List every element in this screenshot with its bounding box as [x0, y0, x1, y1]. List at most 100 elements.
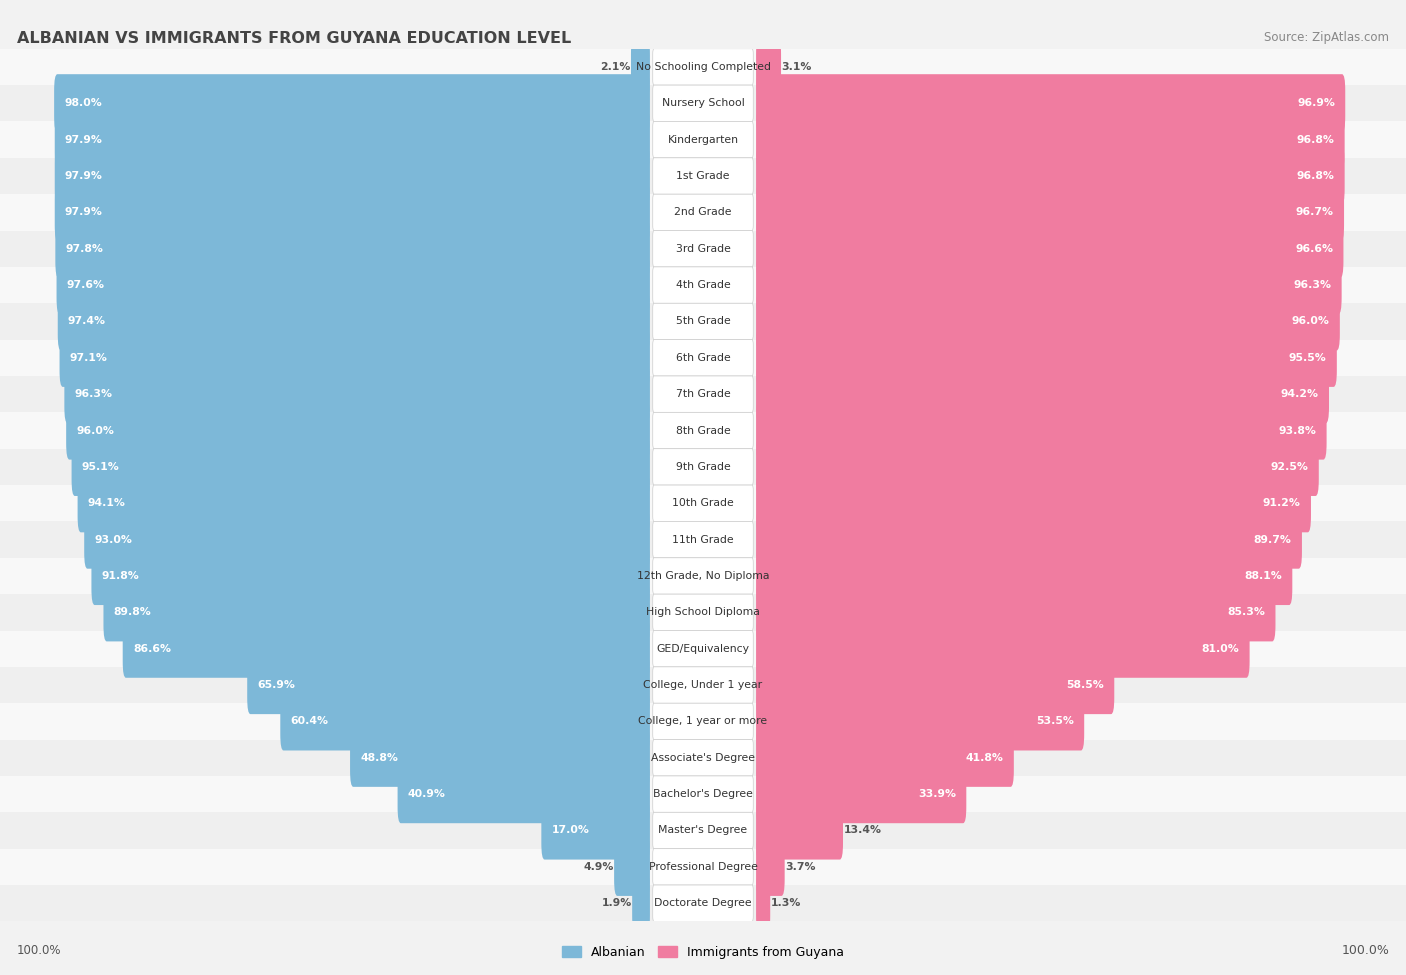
FancyBboxPatch shape: [398, 765, 650, 823]
FancyBboxPatch shape: [91, 547, 650, 605]
Text: 98.0%: 98.0%: [65, 98, 103, 108]
FancyBboxPatch shape: [55, 147, 650, 205]
FancyBboxPatch shape: [104, 583, 650, 642]
Text: Nursery School: Nursery School: [662, 98, 744, 108]
FancyBboxPatch shape: [652, 85, 754, 122]
Text: 60.4%: 60.4%: [291, 717, 329, 726]
FancyBboxPatch shape: [756, 692, 1084, 751]
Text: Associate's Degree: Associate's Degree: [651, 753, 755, 762]
FancyBboxPatch shape: [652, 740, 754, 776]
Text: 6th Grade: 6th Grade: [676, 353, 730, 363]
Text: Bachelor's Degree: Bachelor's Degree: [652, 789, 754, 800]
FancyBboxPatch shape: [652, 667, 754, 703]
FancyBboxPatch shape: [652, 776, 754, 812]
Text: 3.1%: 3.1%: [782, 62, 811, 72]
Text: 97.4%: 97.4%: [67, 317, 105, 327]
Bar: [0, 885, 1406, 921]
Bar: [0, 848, 1406, 885]
Text: 96.7%: 96.7%: [1296, 208, 1334, 217]
Text: ALBANIAN VS IMMIGRANTS FROM GUYANA EDUCATION LEVEL: ALBANIAN VS IMMIGRANTS FROM GUYANA EDUCA…: [17, 31, 571, 46]
FancyBboxPatch shape: [756, 838, 785, 896]
FancyBboxPatch shape: [652, 303, 754, 339]
FancyBboxPatch shape: [756, 329, 1337, 387]
Bar: [0, 522, 1406, 558]
FancyBboxPatch shape: [756, 728, 1014, 787]
FancyBboxPatch shape: [652, 848, 754, 885]
FancyBboxPatch shape: [55, 183, 650, 242]
FancyBboxPatch shape: [756, 619, 1250, 678]
FancyBboxPatch shape: [65, 365, 650, 423]
FancyBboxPatch shape: [652, 703, 754, 740]
FancyBboxPatch shape: [756, 438, 1319, 496]
Text: 41.8%: 41.8%: [966, 753, 1004, 762]
Bar: [0, 486, 1406, 522]
FancyBboxPatch shape: [55, 110, 650, 169]
FancyBboxPatch shape: [280, 692, 650, 751]
Bar: [0, 194, 1406, 230]
Text: 96.3%: 96.3%: [75, 389, 112, 399]
FancyBboxPatch shape: [652, 812, 754, 848]
Text: 11th Grade: 11th Grade: [672, 534, 734, 545]
FancyBboxPatch shape: [56, 256, 650, 314]
FancyBboxPatch shape: [77, 474, 650, 532]
FancyBboxPatch shape: [652, 412, 754, 449]
FancyBboxPatch shape: [652, 267, 754, 303]
Text: 4th Grade: 4th Grade: [676, 280, 730, 291]
FancyBboxPatch shape: [614, 838, 650, 896]
Bar: [0, 339, 1406, 376]
Text: 10th Grade: 10th Grade: [672, 498, 734, 508]
Text: 100.0%: 100.0%: [17, 945, 62, 957]
FancyBboxPatch shape: [652, 158, 754, 194]
Text: 81.0%: 81.0%: [1202, 644, 1240, 653]
Text: 97.8%: 97.8%: [66, 244, 104, 254]
Text: 97.9%: 97.9%: [65, 208, 103, 217]
Text: 3.7%: 3.7%: [785, 862, 815, 872]
Text: 5th Grade: 5th Grade: [676, 317, 730, 327]
Text: 8th Grade: 8th Grade: [676, 425, 730, 436]
Bar: [0, 122, 1406, 158]
FancyBboxPatch shape: [756, 402, 1327, 459]
Text: 91.2%: 91.2%: [1263, 498, 1301, 508]
Bar: [0, 594, 1406, 631]
FancyBboxPatch shape: [84, 511, 650, 568]
Bar: [0, 412, 1406, 449]
FancyBboxPatch shape: [756, 219, 1344, 278]
FancyBboxPatch shape: [652, 558, 754, 594]
Text: 97.6%: 97.6%: [66, 280, 104, 291]
FancyBboxPatch shape: [541, 801, 650, 860]
FancyBboxPatch shape: [756, 183, 1344, 242]
Text: 89.7%: 89.7%: [1254, 534, 1292, 545]
Text: 96.9%: 96.9%: [1298, 98, 1336, 108]
Text: 95.1%: 95.1%: [82, 462, 120, 472]
FancyBboxPatch shape: [652, 376, 754, 412]
Text: 1.9%: 1.9%: [602, 898, 631, 908]
FancyBboxPatch shape: [247, 656, 650, 714]
FancyBboxPatch shape: [756, 110, 1344, 169]
Text: College, Under 1 year: College, Under 1 year: [644, 680, 762, 690]
Text: 96.0%: 96.0%: [1292, 317, 1330, 327]
Text: 12th Grade, No Diploma: 12th Grade, No Diploma: [637, 571, 769, 581]
Bar: [0, 776, 1406, 812]
Bar: [0, 49, 1406, 85]
Text: 65.9%: 65.9%: [257, 680, 295, 690]
Text: 2.1%: 2.1%: [600, 62, 631, 72]
Text: 86.6%: 86.6%: [134, 644, 172, 653]
FancyBboxPatch shape: [756, 656, 1115, 714]
Text: 17.0%: 17.0%: [551, 826, 589, 836]
Text: 89.8%: 89.8%: [114, 607, 152, 617]
Text: 88.1%: 88.1%: [1244, 571, 1282, 581]
FancyBboxPatch shape: [756, 583, 1275, 642]
FancyBboxPatch shape: [58, 292, 650, 351]
Bar: [0, 376, 1406, 412]
Text: College, 1 year or more: College, 1 year or more: [638, 717, 768, 726]
Text: 94.2%: 94.2%: [1281, 389, 1319, 399]
FancyBboxPatch shape: [652, 522, 754, 558]
Text: Source: ZipAtlas.com: Source: ZipAtlas.com: [1264, 31, 1389, 44]
Text: 33.9%: 33.9%: [918, 789, 956, 800]
Text: 97.9%: 97.9%: [65, 171, 103, 181]
FancyBboxPatch shape: [652, 49, 754, 85]
Text: 9th Grade: 9th Grade: [676, 462, 730, 472]
Text: 96.8%: 96.8%: [1296, 171, 1334, 181]
Text: No Schooling Completed: No Schooling Completed: [636, 62, 770, 72]
Text: 94.1%: 94.1%: [87, 498, 125, 508]
